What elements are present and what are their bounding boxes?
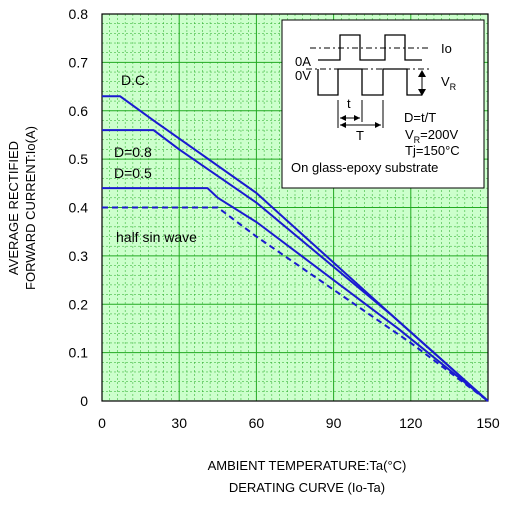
inset-0v-label: 0V <box>295 68 311 83</box>
t-arrow-right <box>354 115 360 121</box>
x-tick-label: 90 <box>326 415 342 431</box>
inset-substrate: On glass-epoxy substrate <box>291 160 438 175</box>
T-arrow-right <box>375 122 381 128</box>
inset-0a-label: 0A <box>295 54 311 69</box>
x-tick-label: 60 <box>249 415 265 431</box>
label-half-sin: half sin wave <box>116 229 197 245</box>
tick-labels: 0 30 60 90 120 150 0 0.1 0.2 0.3 0.4 0.5 0.6 0.7 0.8 <box>69 6 500 431</box>
y-tick-label: 0.3 <box>69 248 89 264</box>
inset-t-small: t <box>347 96 351 111</box>
y-tick-label: 0.8 <box>69 6 89 22</box>
vr-arrow-head-up <box>418 70 426 77</box>
inset-vr-value: VR=200V <box>405 127 458 145</box>
y-tick-label: 0 <box>80 393 88 409</box>
inset-io-label: Io <box>441 41 452 56</box>
y-tick-label: 0.7 <box>69 54 89 70</box>
t-arrow-left <box>340 115 346 121</box>
x-tick-label: 120 <box>399 415 423 431</box>
y-tick-label: 0.5 <box>69 151 89 167</box>
waveform-inset: Io 0A 0V VR t T D=t/T VR=200V Tj=150°C O… <box>281 19 485 189</box>
label-dc: D.C. <box>121 72 149 88</box>
inset-tj: Tj=150°C <box>405 143 460 158</box>
y-tick-label: 0.4 <box>69 200 89 216</box>
series-line-2 <box>102 187 489 402</box>
series-line-1 <box>102 129 489 402</box>
voltage-waveform <box>317 68 422 96</box>
y-axis-label-line1: AVERAGE RECTIFIED <box>6 141 21 275</box>
label-d08: D=0.8 <box>114 144 152 160</box>
inset-T-big: T <box>356 128 364 143</box>
y-tick-label: 0.6 <box>69 103 89 119</box>
inset-vr-label: VR <box>441 74 457 92</box>
x-tick-label: 150 <box>476 415 500 431</box>
current-waveform <box>318 34 422 61</box>
x-axis-label: AMBIENT TEMPERATURE:Ta(°C) <box>208 458 407 473</box>
vr-arrow-head-down <box>418 89 426 96</box>
series-group <box>102 95 489 402</box>
y-tick-label: 0.2 <box>69 296 89 312</box>
T-arrow-left <box>340 122 346 128</box>
inset-duty: D=t/T <box>404 110 436 125</box>
x-tick-label: 0 <box>98 415 106 431</box>
label-d05: D=0.5 <box>114 165 152 181</box>
chart-caption: DERATING CURVE (Io-Ta) <box>229 480 385 495</box>
y-axis-label-line2: FORWARD CURRENT:Io(A) <box>23 126 38 290</box>
y-tick-label: 0.1 <box>69 345 89 361</box>
x-tick-label: 30 <box>171 415 187 431</box>
